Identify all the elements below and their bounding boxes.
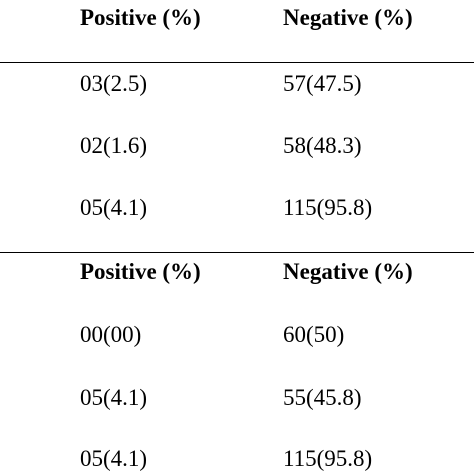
- table-row-1-positive: 03(2.5): [80, 71, 148, 96]
- table-row-1-negative: 57(47.5): [283, 71, 362, 96]
- table-row-5-negative: 55(45.8): [283, 385, 362, 410]
- header-rule: [0, 62, 474, 63]
- header-positive-2: Positive (%): [80, 259, 201, 284]
- header-negative-2: Negative (%): [283, 259, 413, 284]
- table-row-2-positive: 02(1.6): [80, 133, 148, 158]
- table-row-3-negative: 115(95.8): [283, 195, 373, 220]
- table-row-4-positive: 00(00): [80, 322, 142, 347]
- table-row-3-positive: 05(4.1): [80, 195, 148, 220]
- table-row-4-negative: 60(50): [283, 322, 345, 347]
- header-positive: Positive (%): [80, 5, 201, 30]
- header-negative: Negative (%): [283, 5, 413, 30]
- table-row-6-negative: 115(95.8): [283, 446, 373, 471]
- table-row-6-positive: 05(4.1): [80, 446, 148, 471]
- table-row-2-negative: 58(48.3): [283, 133, 362, 158]
- table-row-5-positive: 05(4.1): [80, 385, 148, 410]
- section-rule: [0, 252, 474, 253]
